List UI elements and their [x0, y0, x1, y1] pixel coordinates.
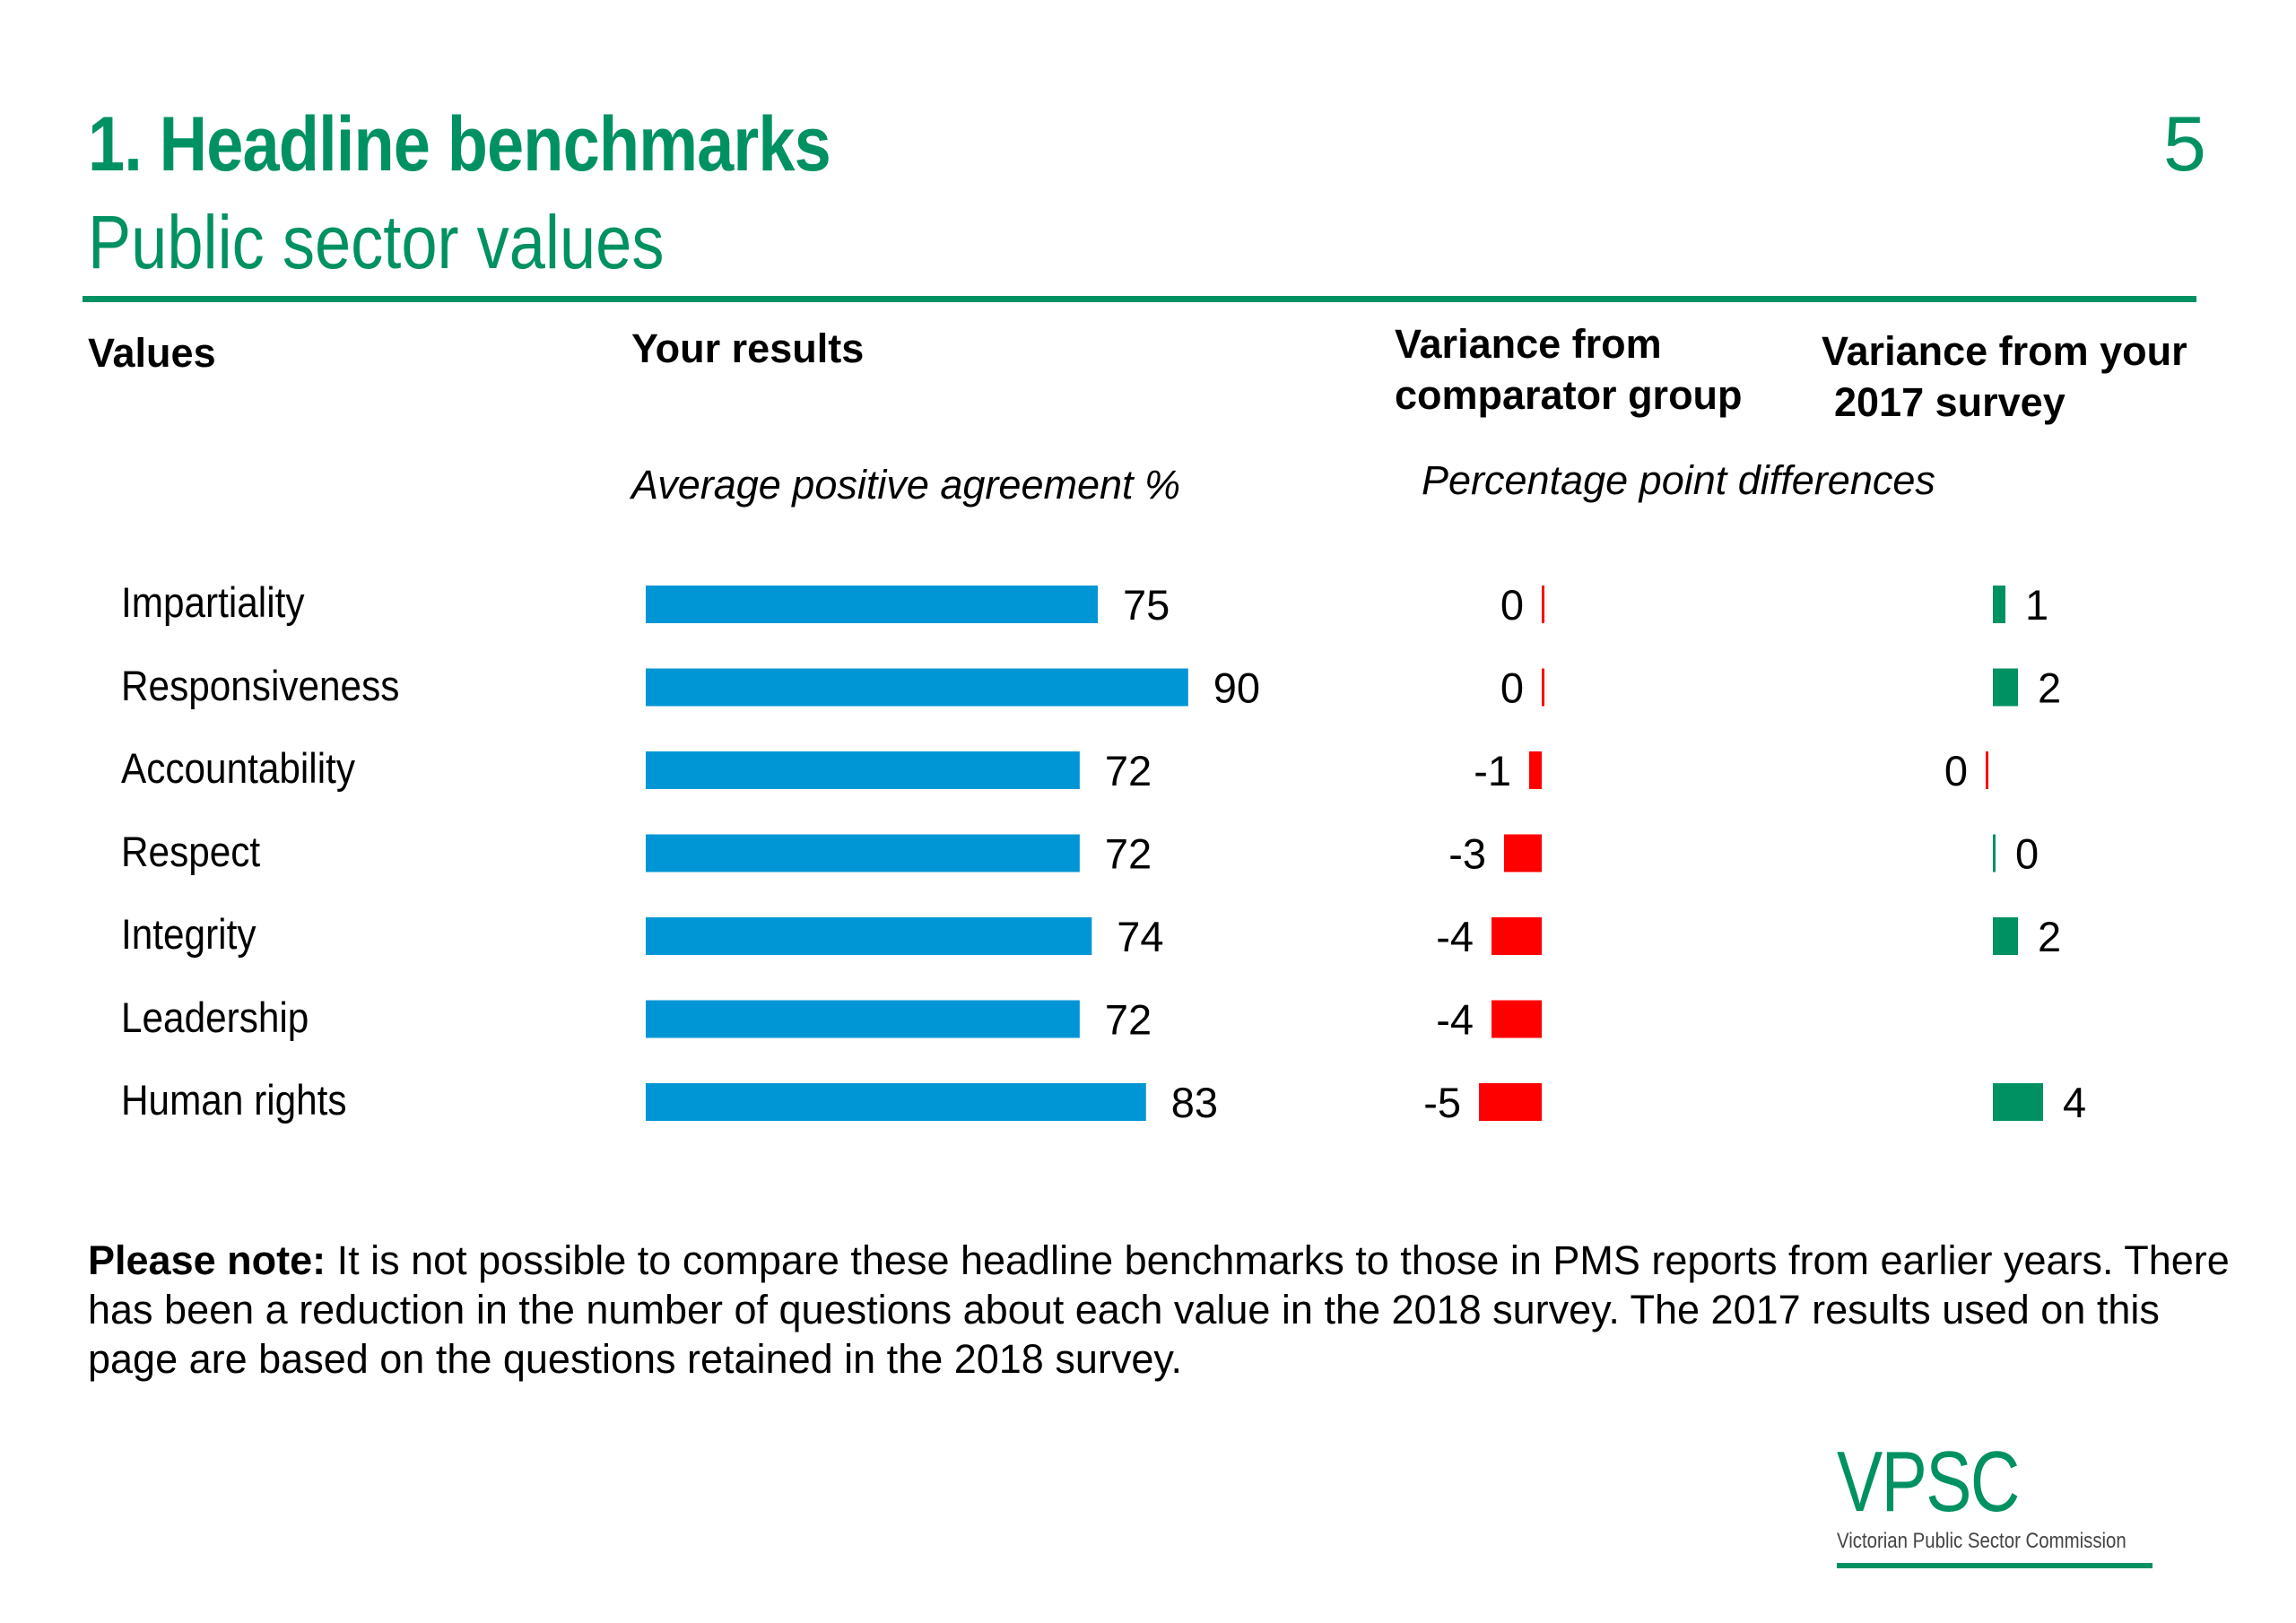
note-paragraph: Please note: It is not possible to compa… — [88, 1236, 2240, 1384]
results-bar — [646, 834, 1080, 872]
comparator-variance-bar — [1542, 668, 1544, 707]
comparator-variance-bar — [1542, 586, 1544, 623]
note-text: It is not possible to compare these head… — [88, 1237, 2230, 1382]
results-bar — [646, 751, 1080, 789]
category-label: Leadership — [121, 993, 309, 1041]
survey-variance-bar — [1993, 834, 1996, 872]
results-value-label: 72 — [1105, 830, 1152, 878]
vpsc-logo: VPSC Victorian Public Sector Commission — [1837, 1439, 2178, 1568]
logo-wordmark: VPSC — [1837, 1434, 2020, 1530]
comparator-variance-bar — [1529, 751, 1542, 789]
results-value-label: 74 — [1117, 913, 1163, 960]
survey-variance-bar — [1993, 586, 2005, 623]
comparator-variance-label: 0 — [1500, 664, 1524, 712]
column-header-results: Your results — [631, 325, 865, 371]
survey-variance-label: 0 — [1944, 747, 1968, 794]
survey-variance-label: 0 — [2015, 830, 2039, 878]
results-subheading: Average positive agreement % — [631, 462, 1181, 508]
results-bar — [646, 668, 1188, 707]
column-header-values: Values — [88, 330, 216, 376]
logo-subtext: Victorian Public Sector Commission — [1837, 1529, 2126, 1553]
survey-variance-label: 1 — [2025, 581, 2048, 629]
results-value-label: 75 — [1123, 581, 1170, 629]
column-header-2017: Variance from your 2017 survey — [1822, 325, 2187, 428]
survey-variance-bar — [1986, 751, 1988, 789]
variance-subheading: Percentage point differences — [1422, 457, 1935, 503]
results-bar — [646, 586, 1098, 623]
survey-variance-label: 2 — [2038, 664, 2061, 712]
results-bar — [646, 1000, 1080, 1038]
results-value-label: 72 — [1105, 747, 1152, 794]
survey-variance-bar — [1993, 668, 2018, 707]
comparator-variance-bar — [1504, 834, 1542, 872]
category-label: Impartiality — [121, 578, 305, 626]
note-label: Please note: — [88, 1237, 326, 1283]
results-bar — [646, 1083, 1146, 1121]
category-label: Human rights — [121, 1076, 347, 1124]
comparator-variance-label: -3 — [1448, 830, 1486, 878]
results-value-label: 90 — [1213, 664, 1260, 712]
survey-variance-label: 2 — [2038, 913, 2061, 960]
category-label: Accountability — [121, 744, 355, 792]
comparator-variance-label: -4 — [1436, 996, 1474, 1044]
page-number: 5 — [2163, 101, 2206, 187]
comparator-variance-bar — [1479, 1083, 1542, 1121]
comparator-variance-bar — [1492, 1000, 1542, 1038]
comparator-variance-bar — [1492, 917, 1542, 955]
category-label: Integrity — [121, 910, 257, 958]
results-value-label: 83 — [1171, 1079, 1218, 1126]
comparator-variance-label: 0 — [1500, 581, 1524, 629]
page-subtitle: Public sector values — [88, 200, 665, 284]
column-header-2017-line2: 2017 survey — [1834, 379, 2066, 425]
results-bar — [646, 917, 1092, 955]
survey-variance-bar — [1993, 1083, 2043, 1121]
column-header-comparator-line1: Variance from — [1395, 321, 1662, 367]
survey-variance-label: 4 — [2063, 1079, 2086, 1126]
category-label: Respect — [121, 827, 261, 875]
category-label: Responsiveness — [121, 661, 400, 709]
comparator-variance-label: -1 — [1474, 747, 1511, 794]
page-title: 1. Headline benchmarks — [88, 101, 831, 187]
logo-underline — [1837, 1563, 2152, 1568]
column-header-comparator: Variance from comparator group — [1395, 318, 1743, 421]
comparator-variance-label: -4 — [1436, 913, 1474, 960]
results-value-label: 72 — [1105, 996, 1152, 1044]
column-header-2017-line1: Variance from your — [1822, 328, 2187, 374]
comparator-variance-label: -5 — [1423, 1079, 1461, 1126]
header-divider — [83, 296, 2196, 302]
survey-variance-bar — [1993, 917, 2018, 955]
column-header-comparator-line2: comparator group — [1395, 372, 1743, 418]
